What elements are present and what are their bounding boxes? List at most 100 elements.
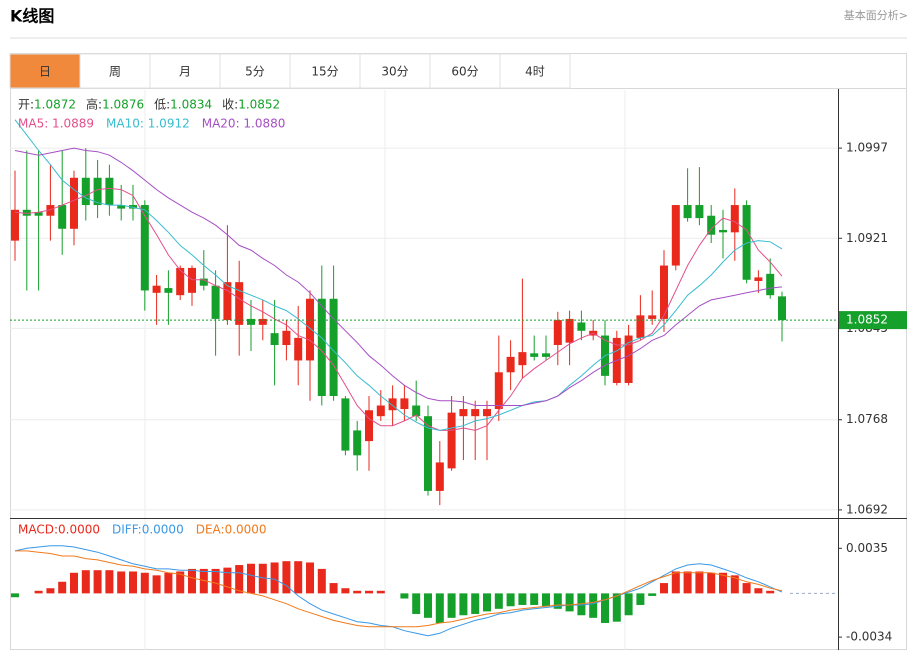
macd-line (14, 545, 783, 637)
legend-entry: MACD:0.0000 (18, 523, 100, 537)
tab-label[interactable]: 60分 (451, 65, 478, 79)
tab-label[interactable]: 月 (179, 65, 191, 79)
macd-bar (435, 593, 444, 623)
tab[interactable] (429, 53, 501, 89)
macd-bar (129, 571, 137, 594)
candle-body (778, 296, 786, 321)
fundamental-link[interactable]: 基本面分析> (844, 8, 908, 22)
candle-body (624, 335, 633, 383)
candle-body (483, 409, 491, 417)
candle-body (754, 277, 763, 281)
candle-body (400, 398, 409, 410)
macd-line (15, 550, 783, 628)
candle-body (742, 205, 751, 280)
macd-bar (553, 593, 562, 609)
tab[interactable] (499, 53, 571, 89)
macd-bar (412, 593, 421, 614)
legend-entry: MA10: 1.0912 (106, 117, 190, 131)
candle-body (70, 177, 78, 229)
macd-bar (624, 593, 633, 616)
tab[interactable] (9, 53, 81, 89)
candle-body (223, 282, 232, 321)
candle-body (424, 416, 432, 491)
ohlc-value: 1.0834 (170, 98, 212, 112)
ohlc-label: 开: (18, 98, 34, 112)
ohlc-label: 低: (154, 98, 170, 112)
macd-bar (494, 593, 503, 609)
last-price-box (839, 311, 907, 330)
macd-bar (671, 571, 680, 594)
candle-body (530, 353, 539, 357)
tab-label[interactable]: 5分 (245, 65, 265, 79)
macd-bar (400, 593, 409, 599)
macd-bar (247, 563, 255, 594)
macd-bar (11, 593, 19, 598)
y-tick-label: 1.0692 (846, 502, 888, 516)
candle-body (294, 337, 303, 361)
macd-bar (105, 570, 114, 594)
candle-body (459, 409, 468, 417)
candle-body (648, 315, 657, 319)
macd-bar (530, 593, 539, 605)
tab[interactable] (359, 53, 431, 89)
macd-bar (459, 593, 468, 616)
candle-body (105, 177, 114, 206)
macd-bar (447, 593, 456, 618)
ohlc-value: 1.0852 (238, 98, 280, 112)
tab-label[interactable]: 30分 (381, 65, 408, 79)
candle-body (707, 215, 716, 235)
candle-body (22, 209, 31, 216)
candle-body (270, 333, 279, 346)
candle-body (636, 315, 645, 338)
macd-bar (341, 588, 350, 594)
macd-bar (565, 593, 574, 612)
candle-body (660, 265, 668, 319)
candle-body (683, 205, 692, 219)
candle-body (235, 282, 244, 325)
tab[interactable] (289, 53, 361, 89)
candle-body (341, 398, 350, 451)
candle-body (435, 462, 444, 491)
macd-bar (235, 565, 244, 594)
macd-bar (542, 593, 550, 607)
legend-entry: DIFF:0.0000 (112, 523, 184, 537)
macd-bar (258, 563, 267, 594)
candle-body (176, 267, 185, 296)
macd-bar (140, 572, 149, 594)
macd-bar (270, 562, 279, 594)
candle-body (447, 412, 456, 469)
legend-entry: MA20: 1.0880 (202, 117, 286, 131)
tab-label[interactable]: 日 (39, 65, 51, 79)
macd-bar (636, 593, 645, 605)
tab-label[interactable]: 15分 (311, 65, 338, 79)
candle-body (306, 298, 314, 361)
tab[interactable] (149, 53, 221, 89)
candle-body (129, 205, 137, 209)
candle-body (542, 353, 550, 357)
macd-bar (34, 590, 43, 594)
tab[interactable] (219, 53, 291, 89)
macd-bar (695, 571, 704, 594)
candle-body (34, 212, 43, 216)
tab-label[interactable]: 周 (109, 65, 121, 79)
macd-bar (188, 568, 196, 594)
candle-body (282, 330, 291, 346)
candle-body (211, 285, 220, 319)
macd-bar (612, 593, 621, 622)
y-tick-label: 0.0035 (846, 541, 888, 555)
candle-body (565, 318, 574, 343)
macd-bar (306, 562, 314, 594)
macd-bar (730, 575, 739, 594)
macd-bar (742, 583, 751, 594)
candle-body (353, 430, 362, 456)
overlay: 1.09971.09211.08451.07681.06921.0852开:1.… (18, 97, 907, 644)
macd-bar (365, 590, 373, 594)
macd-bar (483, 593, 491, 612)
macd-bar (660, 583, 668, 594)
candle-body (317, 298, 326, 397)
macd-bar (46, 588, 55, 594)
tab-label[interactable]: 4时 (525, 65, 545, 79)
macd-bar (329, 583, 338, 594)
macd-bar (518, 593, 527, 605)
